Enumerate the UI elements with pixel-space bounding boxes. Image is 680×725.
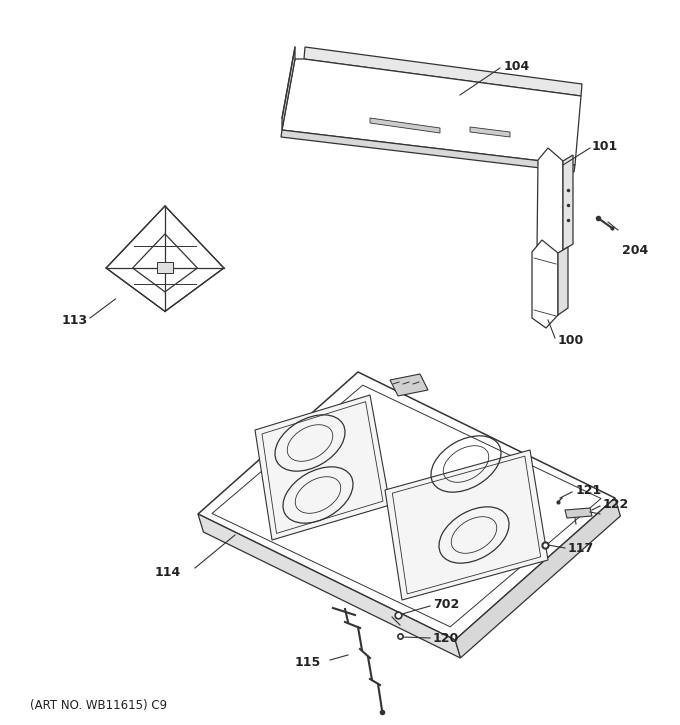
Polygon shape [282,47,295,130]
Text: 117: 117 [568,542,594,555]
Polygon shape [532,240,558,328]
Polygon shape [558,247,568,315]
Polygon shape [470,127,510,137]
Text: 113: 113 [62,313,88,326]
Polygon shape [198,372,615,640]
Polygon shape [262,402,383,534]
Polygon shape [198,514,460,658]
Text: 114: 114 [155,566,182,579]
Polygon shape [282,59,581,165]
Polygon shape [455,498,620,658]
Polygon shape [392,456,541,594]
Text: (ART NO. WB11615) C9: (ART NO. WB11615) C9 [30,698,167,711]
Text: 104: 104 [504,59,530,72]
Text: 120: 120 [433,631,459,645]
Polygon shape [390,374,428,396]
Polygon shape [133,234,197,292]
Polygon shape [106,206,224,312]
Polygon shape [565,508,592,518]
Polygon shape [385,450,548,600]
Text: 115: 115 [295,655,321,668]
Polygon shape [563,155,573,250]
Polygon shape [281,130,575,172]
Polygon shape [370,118,440,133]
Polygon shape [537,148,563,262]
Text: 100: 100 [558,334,584,347]
Polygon shape [304,47,582,96]
Polygon shape [212,385,601,627]
Text: 101: 101 [592,139,618,152]
Text: 121: 121 [576,484,602,497]
Text: 122: 122 [603,497,629,510]
Text: 702: 702 [433,597,459,610]
Polygon shape [255,395,390,540]
Text: 204: 204 [622,244,648,257]
Polygon shape [157,262,173,273]
